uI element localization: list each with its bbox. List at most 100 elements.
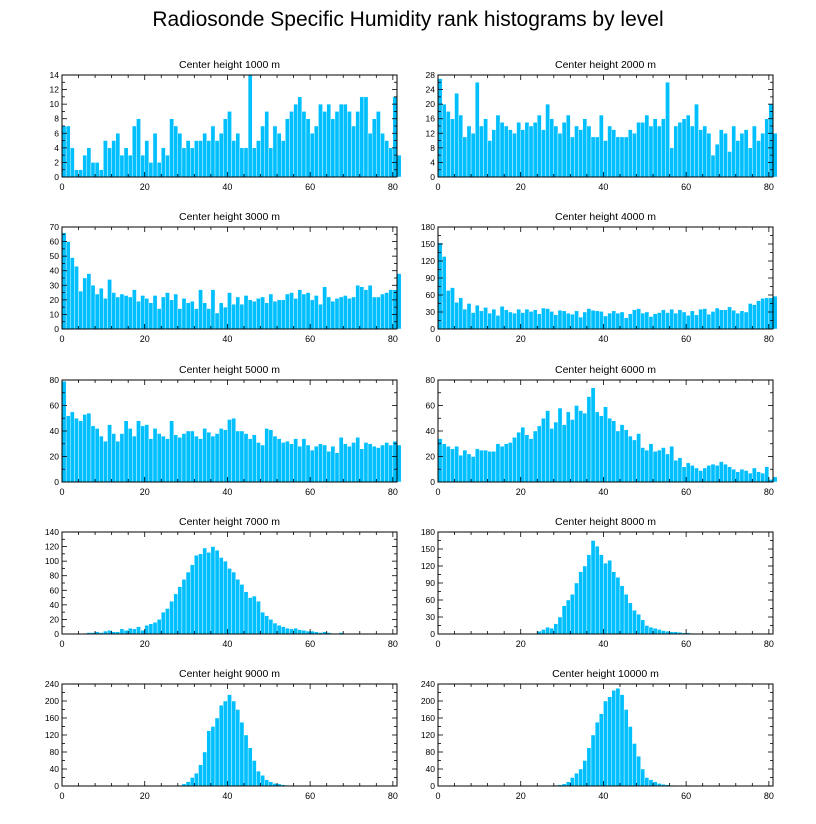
histogram-bar [462, 449, 468, 483]
histogram-bar [532, 430, 538, 483]
histogram-bar [74, 169, 79, 178]
x-tick-label: 80 [388, 487, 398, 497]
histogram-bar [90, 285, 96, 330]
histogram-bar [256, 601, 261, 635]
histogram-bar [578, 768, 583, 787]
histogram-bar [165, 292, 170, 330]
histogram-bar [628, 313, 633, 330]
x-tick-label: 20 [516, 791, 526, 801]
histogram-bar [656, 449, 662, 483]
histogram-bar [503, 125, 509, 178]
histogram-bar [582, 118, 588, 178]
histogram-bar [367, 133, 373, 178]
histogram-bar [181, 298, 187, 330]
histogram-bar [247, 747, 253, 787]
y-tick-label: 150 [421, 544, 435, 554]
histogram-bar [127, 296, 133, 330]
histogram-bar [681, 118, 687, 178]
x-tick-label: 60 [681, 182, 691, 192]
histogram-bar [70, 257, 75, 330]
histogram-bar [458, 114, 464, 178]
histogram-bar [512, 437, 517, 483]
histogram-bar [549, 118, 555, 178]
y-tick-label: 20 [426, 99, 436, 109]
histogram-bar [652, 118, 658, 178]
histogram-bar [623, 317, 629, 330]
histogram-bar [218, 428, 224, 483]
histogram-bar [185, 140, 191, 178]
histogram-bar [553, 623, 559, 635]
y-tick-label: 240 [421, 679, 435, 689]
histogram-bar [685, 315, 691, 330]
histogram-bar [706, 465, 712, 483]
histogram-bar [231, 700, 236, 787]
histogram-bar [677, 122, 683, 178]
y-tick-label: 4 [430, 157, 435, 167]
histogram-bar [367, 285, 373, 330]
histogram-bar [491, 308, 497, 330]
y-tick-label: 0 [430, 781, 435, 791]
histogram-bar [756, 471, 761, 483]
histogram-bar [590, 387, 596, 483]
histogram-bar [214, 550, 220, 635]
histogram-bar [127, 154, 133, 178]
histogram-bar [673, 460, 679, 483]
histogram-bar [74, 266, 79, 330]
histogram-bar [272, 301, 278, 330]
histogram-bar [656, 312, 662, 330]
histogram-bar [549, 311, 555, 330]
histogram-bar [301, 293, 307, 330]
x-tick-label: 0 [59, 487, 64, 497]
histogram-bar [590, 136, 596, 178]
histogram-bar [747, 303, 753, 330]
histogram-bar [181, 147, 187, 178]
y-tick-label: 0 [430, 477, 435, 487]
histogram-bar [714, 465, 720, 483]
y-tick-label: 160 [421, 713, 435, 723]
histogram-bar [210, 726, 216, 787]
histogram-bar [115, 441, 121, 483]
histogram-bar [305, 292, 311, 330]
histogram-bar [107, 630, 112, 635]
histogram-bar [557, 407, 563, 483]
histogram-bar [706, 314, 712, 330]
histogram-bar [256, 770, 261, 787]
y-tick-label: 0 [54, 781, 59, 791]
histogram-bar [665, 312, 670, 330]
histogram-bar [185, 430, 191, 483]
histogram-bar [82, 277, 88, 330]
histogram-bar [603, 562, 608, 635]
histogram-bar [297, 629, 303, 635]
y-tick-label: 0 [54, 172, 59, 182]
y-tick-label: 80 [426, 375, 436, 385]
x-tick-label: 40 [598, 182, 608, 192]
panel-title: Center height 2000 m [555, 59, 656, 71]
histogram-bar [669, 446, 674, 483]
histogram-bar [611, 571, 617, 635]
histogram-bar [293, 438, 298, 483]
x-tick-label: 40 [222, 639, 232, 649]
histogram-bar [363, 442, 369, 483]
histogram-bar [561, 122, 567, 178]
histogram-bar [479, 449, 484, 483]
histogram-bar [574, 125, 579, 178]
histogram-bar [483, 449, 488, 483]
histogram-bar [194, 773, 199, 787]
histogram-bar [264, 302, 269, 330]
histogram-bar [136, 118, 141, 178]
histogram-bar [636, 122, 641, 178]
histogram-bar [194, 555, 199, 635]
histogram-bar [743, 129, 749, 178]
x-tick-label: 0 [435, 487, 440, 497]
y-tick-label: 30 [426, 612, 436, 622]
histogram-bar [487, 140, 492, 178]
histogram-bar [190, 301, 195, 330]
histogram-bar [528, 125, 534, 178]
histogram-bar [516, 122, 521, 178]
histogram-bar [206, 432, 212, 483]
histogram-bar [376, 296, 381, 330]
y-tick-label: 6 [54, 128, 59, 138]
histogram-bar [305, 444, 311, 483]
histogram-bar [450, 287, 455, 330]
